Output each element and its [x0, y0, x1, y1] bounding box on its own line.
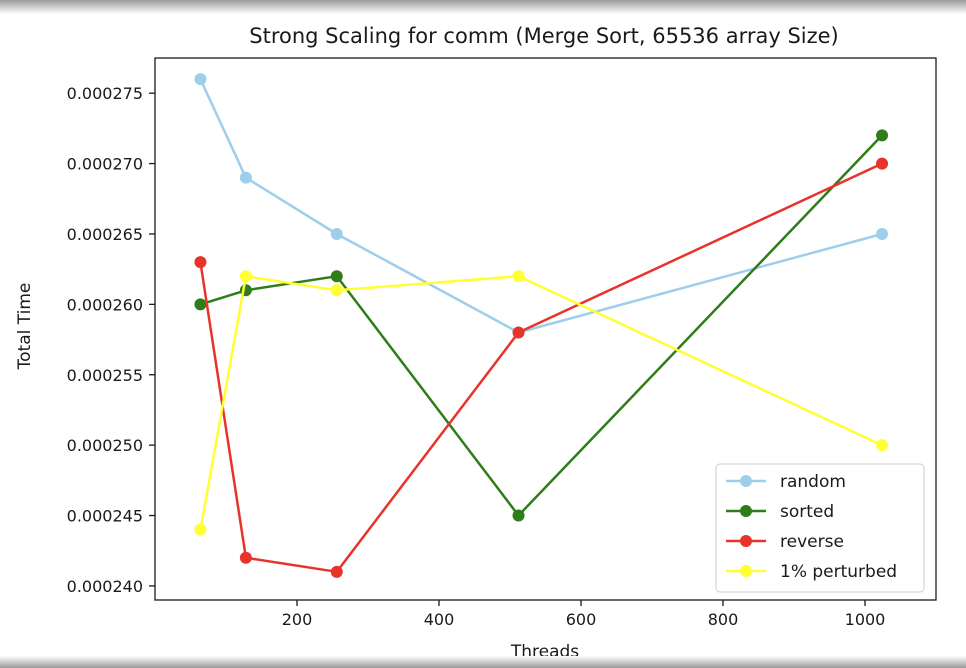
y-tick-label: 0.000265 — [67, 225, 143, 244]
data-point-3-3 — [512, 270, 525, 283]
data-point-3-1 — [239, 270, 252, 283]
data-point-3-4 — [876, 439, 889, 452]
data-point-1-4 — [876, 129, 889, 142]
data-point-0-4 — [876, 227, 889, 240]
x-tick-label: 400 — [424, 610, 455, 629]
y-tick-label: 0.000260 — [67, 295, 143, 314]
data-point-2-4 — [876, 157, 889, 170]
data-point-0-1 — [239, 171, 252, 184]
x-tick-label: 1000 — [845, 610, 886, 629]
axes-frame — [154, 57, 937, 601]
data-point-1-2 — [330, 270, 343, 283]
legend-label: reverse — [780, 532, 844, 552]
legend-box — [715, 463, 925, 593]
plot-area — [194, 73, 889, 578]
axes: 200 400 600 800 1000 0.000240 0.000245 0.000250… — [67, 57, 937, 629]
chart-title: Strong Scaling for comm (Merge Sort, 655… — [249, 24, 839, 48]
data-point-1-0 — [194, 298, 207, 311]
legend-swatch-marker — [740, 535, 752, 547]
x-tick-label: 800 — [708, 610, 739, 629]
legend-swatch-marker — [740, 475, 752, 487]
series-line-0 — [199, 78, 883, 334]
x-tick-label: 200 — [282, 610, 313, 629]
y-tick-label: 0.000240 — [67, 577, 143, 596]
y-tick-label: 0.000245 — [67, 507, 143, 526]
data-point-3-0 — [194, 523, 207, 536]
data-point-3-2 — [330, 284, 343, 297]
legend-label: sorted — [780, 502, 834, 522]
data-point-2-1 — [239, 551, 252, 564]
legend-swatch-marker — [740, 565, 752, 577]
screenshot-bottom-edge — [0, 656, 966, 668]
y-tick-label: 0.000250 — [67, 436, 143, 455]
y-tick-label: 0.000255 — [67, 366, 143, 385]
x-tick-label: 600 — [566, 610, 597, 629]
screenshot-top-edge — [0, 0, 966, 14]
y-tick-label: 0.000275 — [67, 84, 143, 103]
data-point-0-2 — [330, 227, 343, 240]
legend: random sorted reverse 1% perturbed — [715, 463, 925, 593]
y-tick-label: 0.000270 — [67, 155, 143, 174]
legend-swatch-marker — [740, 505, 752, 517]
data-point-2-0 — [194, 256, 207, 269]
data-point-2-3 — [512, 326, 525, 339]
legend-label: 1% perturbed — [780, 562, 897, 582]
y-axis-label: Total Time — [15, 283, 35, 371]
data-point-0-0 — [194, 73, 207, 86]
data-point-1-3 — [512, 509, 525, 522]
data-point-2-2 — [330, 565, 343, 578]
legend-label: random — [780, 472, 846, 492]
